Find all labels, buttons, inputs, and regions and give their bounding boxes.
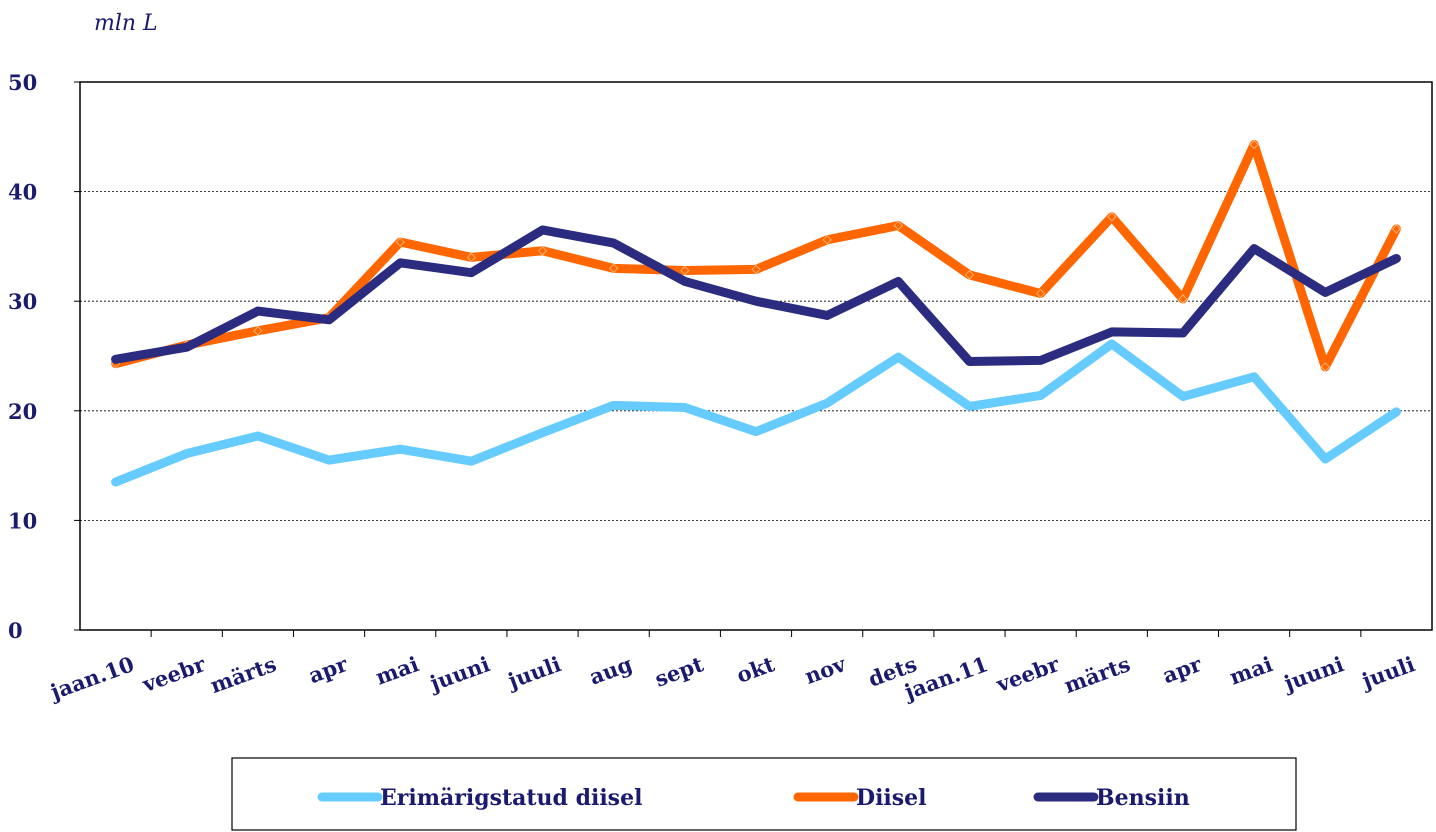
x-tick-label: märts (1061, 651, 1134, 698)
point-marker (893, 220, 904, 231)
legend-label: Diisel (856, 785, 927, 811)
point-marker (1107, 212, 1117, 222)
legend-box (231, 757, 1297, 831)
y-tick-label: 10 (8, 508, 37, 533)
point-marker (395, 237, 405, 247)
point-marker (680, 265, 690, 276)
x-tick-label: veebr (138, 651, 209, 697)
x-tick-label: nov (801, 651, 849, 689)
point-marker (1249, 139, 1259, 150)
y-axis-label: mln L (94, 11, 158, 36)
x-tick-label: märts (207, 651, 280, 698)
x-tick-label: apr (305, 651, 351, 688)
x-tick-label: apr (1159, 651, 1205, 688)
legend-label: Bensiin (1096, 785, 1190, 811)
point-marker (253, 326, 263, 336)
y-tick-label: 0 (8, 618, 23, 643)
point-marker (608, 263, 619, 274)
legend-label: Erimärigstatud diisel (380, 785, 642, 811)
x-tick-label: juuli (1357, 651, 1418, 694)
point-marker (1178, 294, 1188, 304)
series-line (111, 225, 1401, 366)
point-marker (1391, 224, 1402, 234)
x-tick-label: juuli (503, 651, 564, 694)
x-tick-label: juuni (425, 651, 493, 696)
point-marker (964, 270, 975, 280)
plot-area (79, 81, 1433, 631)
x-tick-label: veebr (992, 651, 1063, 697)
x-tick-label: aug (586, 651, 636, 689)
series-line (111, 339, 1401, 487)
point-marker (466, 252, 477, 263)
x-tick-label: mai (1226, 651, 1276, 689)
y-tick-label: 40 (8, 180, 37, 205)
point-marker (537, 246, 548, 256)
y-tick-label: 30 (8, 289, 37, 314)
x-tick-label: okt (733, 651, 778, 688)
x-tick-label: mai (372, 651, 422, 689)
y-tick-label: 50 (8, 70, 37, 95)
point-marker (822, 235, 832, 245)
point-marker (751, 264, 761, 275)
x-tick-label: sept (651, 651, 706, 692)
x-tick-label: juuni (1279, 651, 1347, 696)
point-marker (1320, 362, 1330, 372)
y-tick-label: 20 (8, 399, 37, 424)
series-line (111, 139, 1401, 372)
x-tick-label: jaan.10 (45, 651, 137, 705)
point-marker (1035, 288, 1046, 299)
